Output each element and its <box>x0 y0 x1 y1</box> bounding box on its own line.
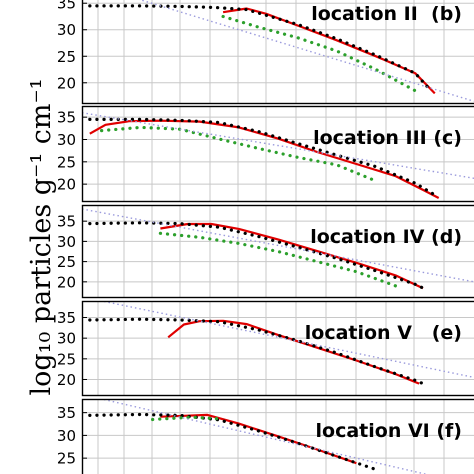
panel-title: location II (b) <box>311 3 462 25</box>
panel-2: 20 25 30 35 location III (c) <box>57 105 474 203</box>
panel-title: location IV (d) <box>310 226 462 248</box>
y-tick-label: 20 <box>57 176 76 194</box>
y-tick-label: 35 <box>57 213 76 231</box>
series-lavender <box>82 208 474 283</box>
series-black <box>88 117 437 197</box>
panel-1: 20 25 30 35 location II (b) <box>57 0 474 105</box>
y-tick-label: 25 <box>57 253 76 271</box>
y-tick-label: 25 <box>57 450 76 468</box>
panel-5: 20 25 30 35 location VI (f) <box>57 398 474 474</box>
series-red <box>167 319 420 385</box>
axes-frame <box>81 0 474 105</box>
y-tick-label: 30 <box>57 233 76 251</box>
series-red <box>160 413 357 465</box>
series-red <box>222 7 436 95</box>
axes-frame <box>81 105 474 203</box>
series-black <box>88 412 378 472</box>
series-group <box>82 208 474 292</box>
series-group <box>88 0 474 102</box>
series-green <box>221 14 417 93</box>
y-tick-label: 30 <box>57 427 76 445</box>
y-tick-label: 25 <box>57 153 76 171</box>
series-green <box>151 415 225 422</box>
y-tick-label: 35 <box>57 404 76 422</box>
panel-title: location III (c) <box>313 127 462 149</box>
panel-title: location V (e) <box>305 322 462 344</box>
y-tick-label: 35 <box>57 109 76 127</box>
series-group <box>82 112 474 199</box>
grid <box>82 106 474 202</box>
y-tick-label: 20 <box>57 371 76 389</box>
series-group <box>88 399 428 474</box>
axes-frame <box>81 204 474 299</box>
series-lavender <box>138 0 474 102</box>
y-tick-label: 30 <box>57 330 76 348</box>
series-black <box>88 221 429 292</box>
axes-frame <box>81 300 474 397</box>
grid <box>82 301 474 396</box>
panel-title: location VI (f) <box>316 420 462 442</box>
panel-3: 20 25 30 35 location IV (d) <box>57 204 474 299</box>
y-tick-label: 20 <box>57 472 76 474</box>
axes-frame <box>81 398 474 474</box>
series-lavender <box>82 112 474 179</box>
series-group <box>88 301 474 387</box>
y-tick-label: 35 <box>57 309 76 327</box>
grid <box>82 0 474 104</box>
series-lavender <box>98 301 474 379</box>
y-tick-label: 30 <box>57 131 76 149</box>
series-black <box>88 317 429 387</box>
y-tick-label: 30 <box>57 21 76 39</box>
panel-4: 20 25 30 35 location V (e) <box>57 300 474 397</box>
y-tick-label: 20 <box>57 74 76 92</box>
y-tick-label: 20 <box>57 273 76 291</box>
grid <box>82 205 474 298</box>
series-green <box>158 231 398 288</box>
y-tick-label: 25 <box>57 350 76 368</box>
y-tick-label: 25 <box>57 48 76 66</box>
y-tick-label: 35 <box>57 0 76 13</box>
y-axis-label: log₁₀ particles g⁻¹ cm⁻¹ <box>26 78 57 395</box>
series-green <box>99 125 378 183</box>
